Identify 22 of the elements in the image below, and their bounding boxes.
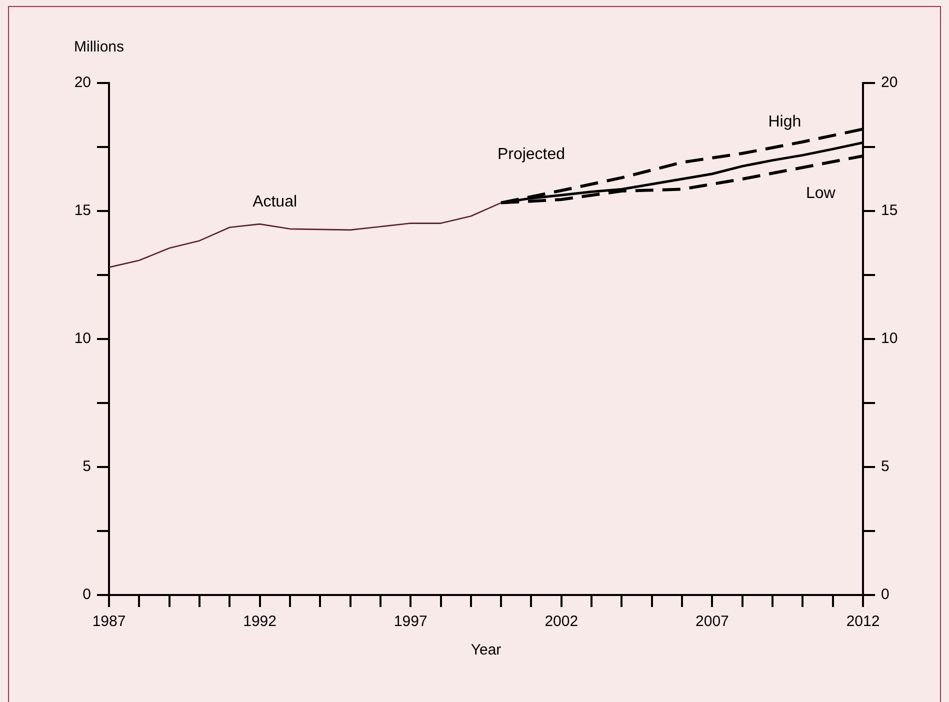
x-tick-label: 2007	[696, 613, 729, 630]
y-tick-label: 15	[74, 202, 91, 220]
x-tick-label: 1992	[243, 613, 276, 630]
y-tick-label: 0	[82, 586, 91, 604]
y2-tick-label: 0	[881, 586, 890, 604]
y-tick-label: 10	[74, 330, 91, 348]
series-label: Actual	[252, 193, 298, 210]
series-label: Low	[806, 184, 836, 202]
y2-tick-label: 5	[881, 458, 890, 476]
y2-tick-label: 10	[881, 330, 898, 348]
series-label: High	[768, 113, 802, 130]
x-tick-label: 1987	[92, 613, 126, 630]
x-tick-label: 1997	[394, 613, 428, 630]
y-tick-label: 5	[82, 458, 91, 476]
annotation: Projected	[497, 146, 566, 164]
x-tick-label: 2002	[544, 613, 578, 630]
y2-tick-label: 20	[881, 74, 898, 92]
x-tick-label: 2012	[846, 613, 880, 630]
y2-tick-label: 15	[881, 202, 898, 220]
y-axis-title: Millions	[74, 38, 124, 56]
y-tick-label: 20	[74, 74, 91, 92]
x-axis-title: Year	[470, 642, 502, 659]
